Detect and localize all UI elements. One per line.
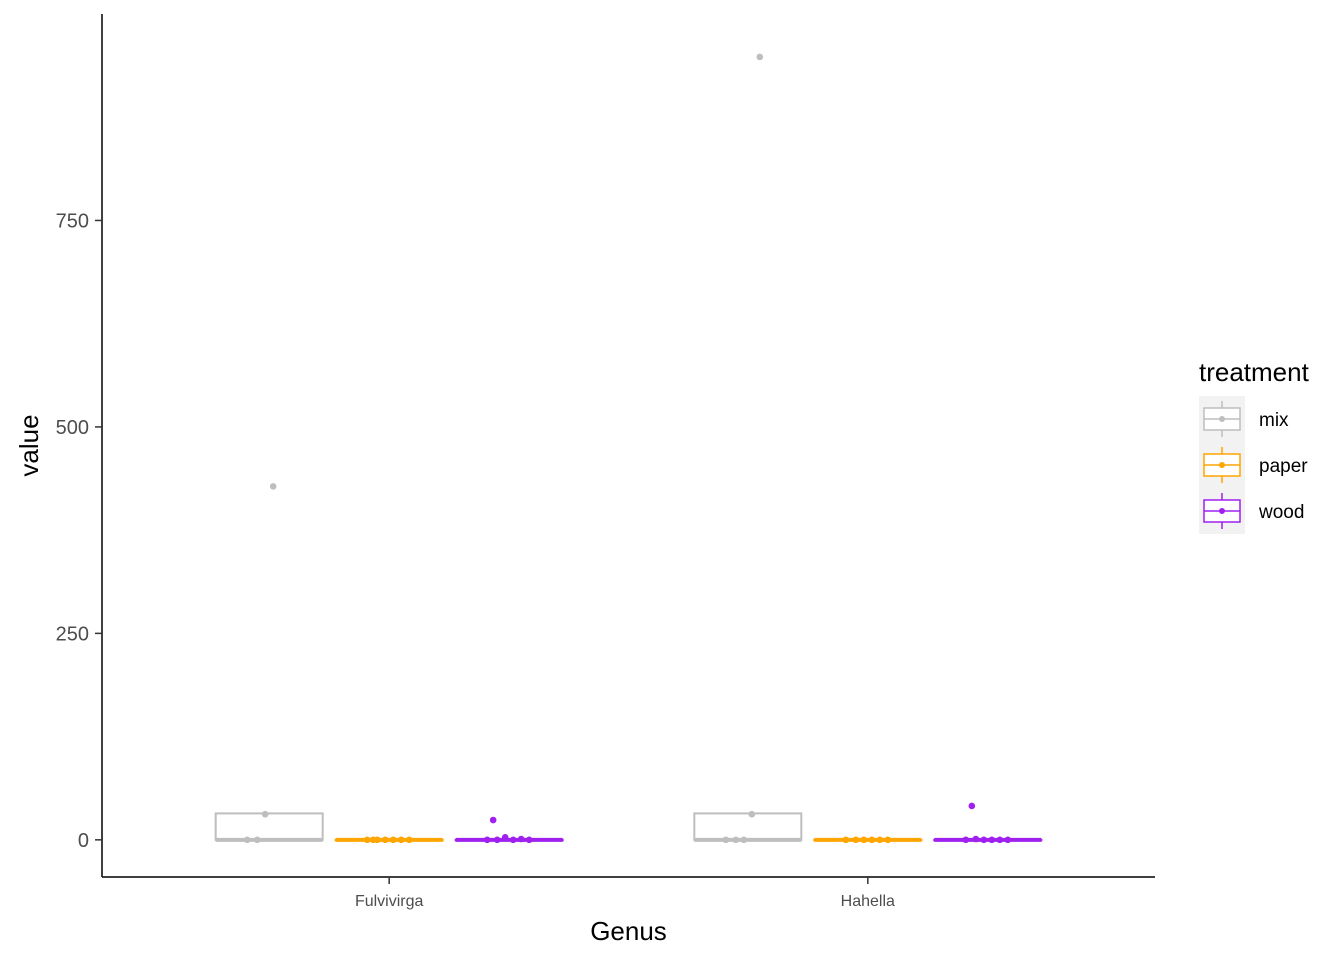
- box-body: [214, 812, 324, 841]
- x-axis-title: Genus: [590, 916, 667, 946]
- data-point: [988, 836, 996, 844]
- data-point: [363, 836, 371, 844]
- data-point: [489, 816, 497, 824]
- data-point: [389, 836, 397, 844]
- data-point: [381, 836, 389, 844]
- axes: Genus value 0 250 500 750 Fulvivirga Hahella: [14, 14, 1155, 946]
- y-tick-label: 250: [56, 623, 89, 645]
- data-point: [980, 836, 988, 844]
- data-point: [483, 836, 491, 844]
- data-point: [525, 836, 533, 844]
- data-point: [968, 802, 976, 810]
- box-body: [693, 812, 803, 841]
- y-tick-label: 500: [56, 417, 89, 439]
- legend-label: wood: [1258, 502, 1304, 523]
- legend: treatment mix paper wood: [1199, 357, 1310, 534]
- data-point: [860, 836, 868, 844]
- data-point: [397, 836, 405, 844]
- legend-key-point: [1219, 508, 1225, 514]
- data-point: [501, 834, 509, 841]
- data-point: [405, 836, 413, 844]
- y-tick-label: 0: [78, 830, 89, 852]
- data-point: [369, 836, 377, 844]
- y-tick-label: 750: [56, 210, 89, 232]
- data-point: [722, 836, 730, 844]
- legend-title: treatment: [1199, 357, 1310, 387]
- y-axis-title: value: [14, 414, 44, 476]
- data-point: [493, 836, 501, 844]
- data-point: [517, 835, 525, 843]
- data-point: [732, 836, 740, 844]
- data-point: [740, 836, 748, 844]
- data-point: [852, 836, 860, 844]
- data-point: [996, 836, 1004, 844]
- plot-area: [214, 53, 1043, 844]
- data-point: [962, 836, 970, 844]
- data-point: [261, 810, 269, 818]
- data-point: [842, 836, 850, 844]
- data-point: [269, 483, 277, 490]
- x-tick-label: Hahella: [841, 893, 895, 910]
- data-point: [884, 836, 892, 844]
- legend-label: mix: [1259, 410, 1289, 431]
- x-tick-label: Fulvivirga: [355, 893, 424, 910]
- data-point: [1004, 836, 1012, 844]
- data-point: [876, 836, 884, 844]
- data-point: [972, 835, 980, 843]
- legend-key-point: [1219, 462, 1225, 468]
- data-point: [243, 836, 251, 844]
- data-point: [748, 810, 756, 818]
- data-point: [756, 53, 764, 61]
- data-point: [868, 836, 876, 844]
- data-point: [253, 836, 261, 844]
- legend-key-point: [1219, 416, 1225, 422]
- legend-label: paper: [1259, 456, 1308, 477]
- data-point: [509, 836, 517, 844]
